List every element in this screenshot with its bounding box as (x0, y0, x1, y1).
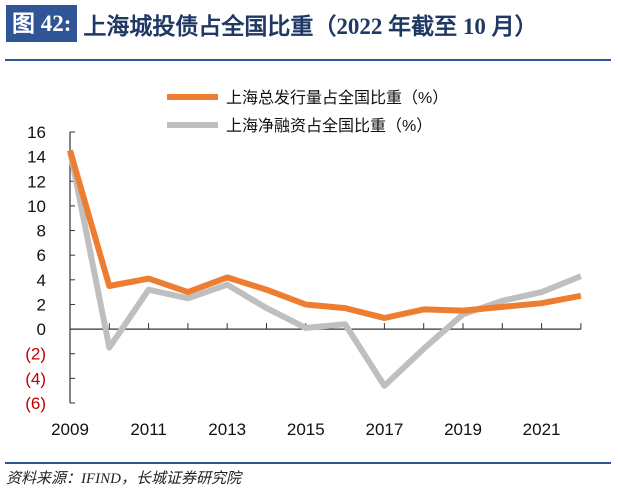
series-line-0 (67, 149, 582, 321)
y-tick-label: 14 (27, 148, 46, 167)
legend-label-series-0: 上海总发行量占全国比重（%） (226, 89, 448, 107)
y-tick-label: (6) (25, 394, 46, 413)
x-tick-label: 2021 (523, 420, 561, 439)
figure-title: 上海城投债占全国比重（2022 年截至 10 月） (83, 13, 538, 39)
figure-header: 图 42: 上海城投债占全国比重（2022 年截至 10 月） (6, 5, 538, 42)
x-tick-label: 2009 (51, 420, 89, 439)
series-line-1 (67, 149, 583, 389)
y-tick-label: 10 (27, 197, 46, 216)
footer-divider (5, 462, 611, 464)
source-note: 资料来源：IFIND，长城证券研究院 (6, 471, 241, 487)
y-tick-label: 6 (37, 246, 46, 265)
x-tick-label: 2015 (287, 420, 325, 439)
y-tick-label: (2) (25, 345, 46, 364)
axes: 16 14 12 10 8 6 4 2 0 (2) (4) (6) 2009 2011 2013 2015 20… (25, 123, 582, 439)
legend-label-series-1: 上海净融资占全国比重（%） (226, 117, 432, 135)
x-tick-label: 2013 (208, 420, 246, 439)
x-tick-label: 2019 (444, 420, 482, 439)
x-tick-label: 2017 (365, 420, 403, 439)
series-group (67, 149, 583, 389)
header-divider (5, 59, 611, 61)
y-tick-label: 8 (37, 222, 46, 241)
y-tick-label: 16 (27, 123, 46, 142)
y-tick-label: 0 (37, 320, 46, 339)
y-tick-label: 2 (37, 295, 46, 314)
figure-label: 图 42: (6, 5, 78, 42)
y-tick-label: (4) (25, 369, 46, 388)
legend: 上海总发行量占全国比重（%） 上海净融资占全国比重（%） (167, 89, 448, 135)
y-tick-label: 4 (37, 271, 46, 290)
y-tick-label: 12 (27, 172, 46, 191)
x-tick-label: 2011 (130, 420, 167, 439)
